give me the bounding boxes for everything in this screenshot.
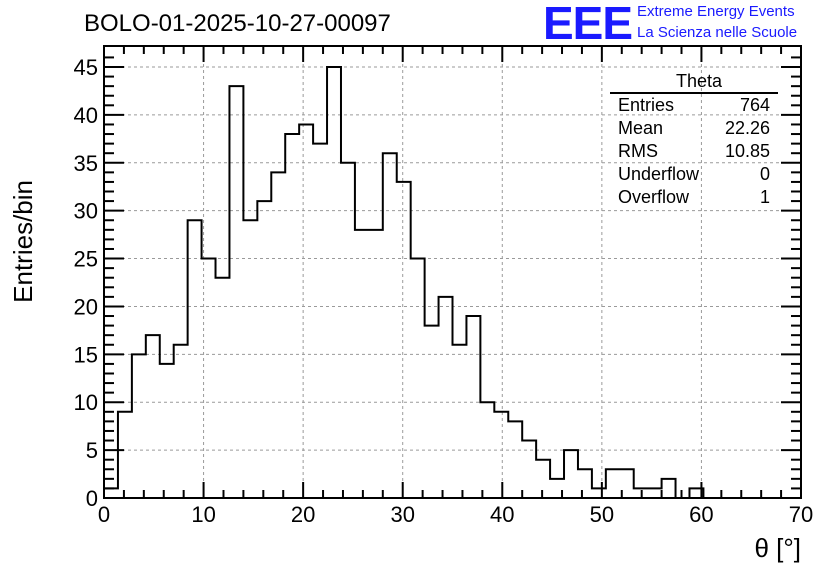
x-tick-label: 20 — [291, 502, 315, 527]
x-tick-label: 10 — [191, 502, 215, 527]
logo-subtitle-2: La Scienza nelle Scuole — [637, 24, 798, 41]
stats-label: Underflow — [618, 164, 700, 184]
stats-value: 10.85 — [724, 141, 770, 161]
stats-row-mean: Mean 22.26 — [610, 117, 778, 140]
stats-label: RMS — [618, 141, 658, 161]
histogram-line — [103, 66, 801, 499]
y-tick-label: 20 — [74, 294, 98, 319]
plot-title: BOLO-01-2025-10-27-00097 — [84, 10, 391, 37]
stats-row-entries: Entries 764 — [610, 94, 778, 117]
x-axis-title: θ [°] — [754, 533, 801, 563]
eee-logo: EEE — [543, 0, 633, 49]
stats-row-underflow: Underflow 0 — [610, 163, 778, 186]
y-tick-label: 30 — [74, 199, 98, 224]
stats-label: Entries — [618, 95, 675, 115]
plot-frame — [103, 45, 802, 499]
stats-box: Theta Entries 764 Mean 22.26 RMS 10.85 U… — [610, 70, 778, 209]
y-tick-label: 15 — [74, 342, 98, 367]
y-axis-title: Entries/bin — [8, 180, 38, 303]
y-tick-label: 10 — [74, 390, 98, 415]
logo-subtitle-1: Extreme Energy Events — [637, 3, 795, 20]
y-tick-label: 45 — [74, 55, 98, 80]
stats-value: 1 — [759, 187, 770, 207]
x-tick-label: 50 — [590, 502, 614, 527]
axis-ticks — [103, 46, 802, 499]
stats-row-rms: RMS 10.85 — [610, 140, 778, 163]
stats-value: 764 — [739, 95, 770, 115]
y-tick-label: 25 — [74, 247, 98, 272]
y-tick-label: 5 — [86, 438, 98, 463]
stats-row-overflow: Overflow 1 — [610, 186, 778, 209]
x-tick-label: 60 — [689, 502, 713, 527]
y-tick-label: 0 — [86, 486, 98, 511]
grid-lines — [104, 46, 801, 498]
stats-label: Mean — [618, 118, 664, 138]
stats-title: Theta — [610, 70, 778, 94]
stats-label: Overflow — [618, 187, 690, 207]
x-tick-label: 40 — [490, 502, 514, 527]
stats-value: 22.26 — [724, 118, 770, 138]
stats-value: 0 — [759, 164, 770, 184]
x-tick-label: 70 — [789, 502, 813, 527]
x-tick-label: 0 — [98, 502, 110, 527]
y-tick-label: 35 — [74, 151, 98, 176]
x-tick-label: 30 — [390, 502, 414, 527]
y-tick-label: 40 — [74, 103, 98, 128]
